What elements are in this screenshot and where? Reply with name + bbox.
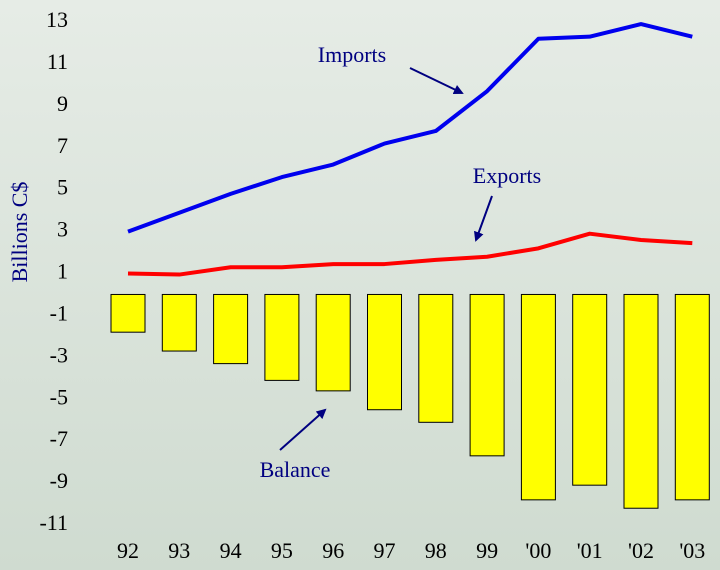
y-tick-label: 13 [46, 7, 68, 32]
bar [367, 293, 402, 411]
arrow [409, 67, 464, 95]
y-tick-label: 5 [57, 175, 68, 200]
x-tick-label: 95 [271, 538, 293, 563]
x-tick-label: 99 [476, 538, 498, 563]
series-label: Exports [473, 163, 541, 188]
x-tick-label: '01 [577, 538, 603, 563]
x-tick-label: 97 [374, 538, 396, 563]
bar [572, 293, 608, 486]
x-tick-label: 96 [322, 538, 344, 563]
bar [161, 293, 197, 352]
bar [520, 293, 556, 501]
x-tick-label: 94 [220, 538, 242, 563]
bar [623, 293, 659, 509]
x-tick-label: '00 [525, 538, 551, 563]
y-tick-label: 11 [47, 49, 68, 74]
y-tick-label: -3 [50, 342, 68, 367]
bar [213, 293, 249, 365]
y-axis-label: Billions C$ [7, 182, 32, 283]
y-tick-label: -7 [50, 426, 68, 451]
y-tick-label: 3 [57, 217, 68, 242]
arrow [279, 408, 327, 451]
bar [418, 293, 454, 423]
line [127, 22, 693, 234]
y-tick-label: -9 [50, 468, 68, 493]
bar [469, 293, 505, 457]
series-label: Balance [260, 457, 331, 482]
x-tick-label: 98 [425, 538, 447, 563]
x-tick-label: '03 [679, 538, 705, 563]
x-tick-label: 93 [168, 538, 190, 563]
arrow [474, 195, 493, 242]
y-tick-label: 1 [57, 259, 68, 284]
y-tick-label: -1 [50, 300, 68, 325]
x-tick-label: '02 [628, 538, 654, 563]
x-tick-label: 92 [117, 538, 139, 563]
bar [674, 293, 710, 501]
y-tick-label: -5 [50, 384, 68, 409]
series-label: Imports [318, 42, 386, 67]
y-tick-label: -11 [39, 510, 68, 535]
bar [110, 293, 146, 333]
y-tick-label: 7 [57, 133, 68, 158]
y-tick-label: 9 [57, 91, 68, 116]
line [127, 231, 693, 277]
bar [315, 293, 351, 392]
bar [264, 293, 300, 381]
